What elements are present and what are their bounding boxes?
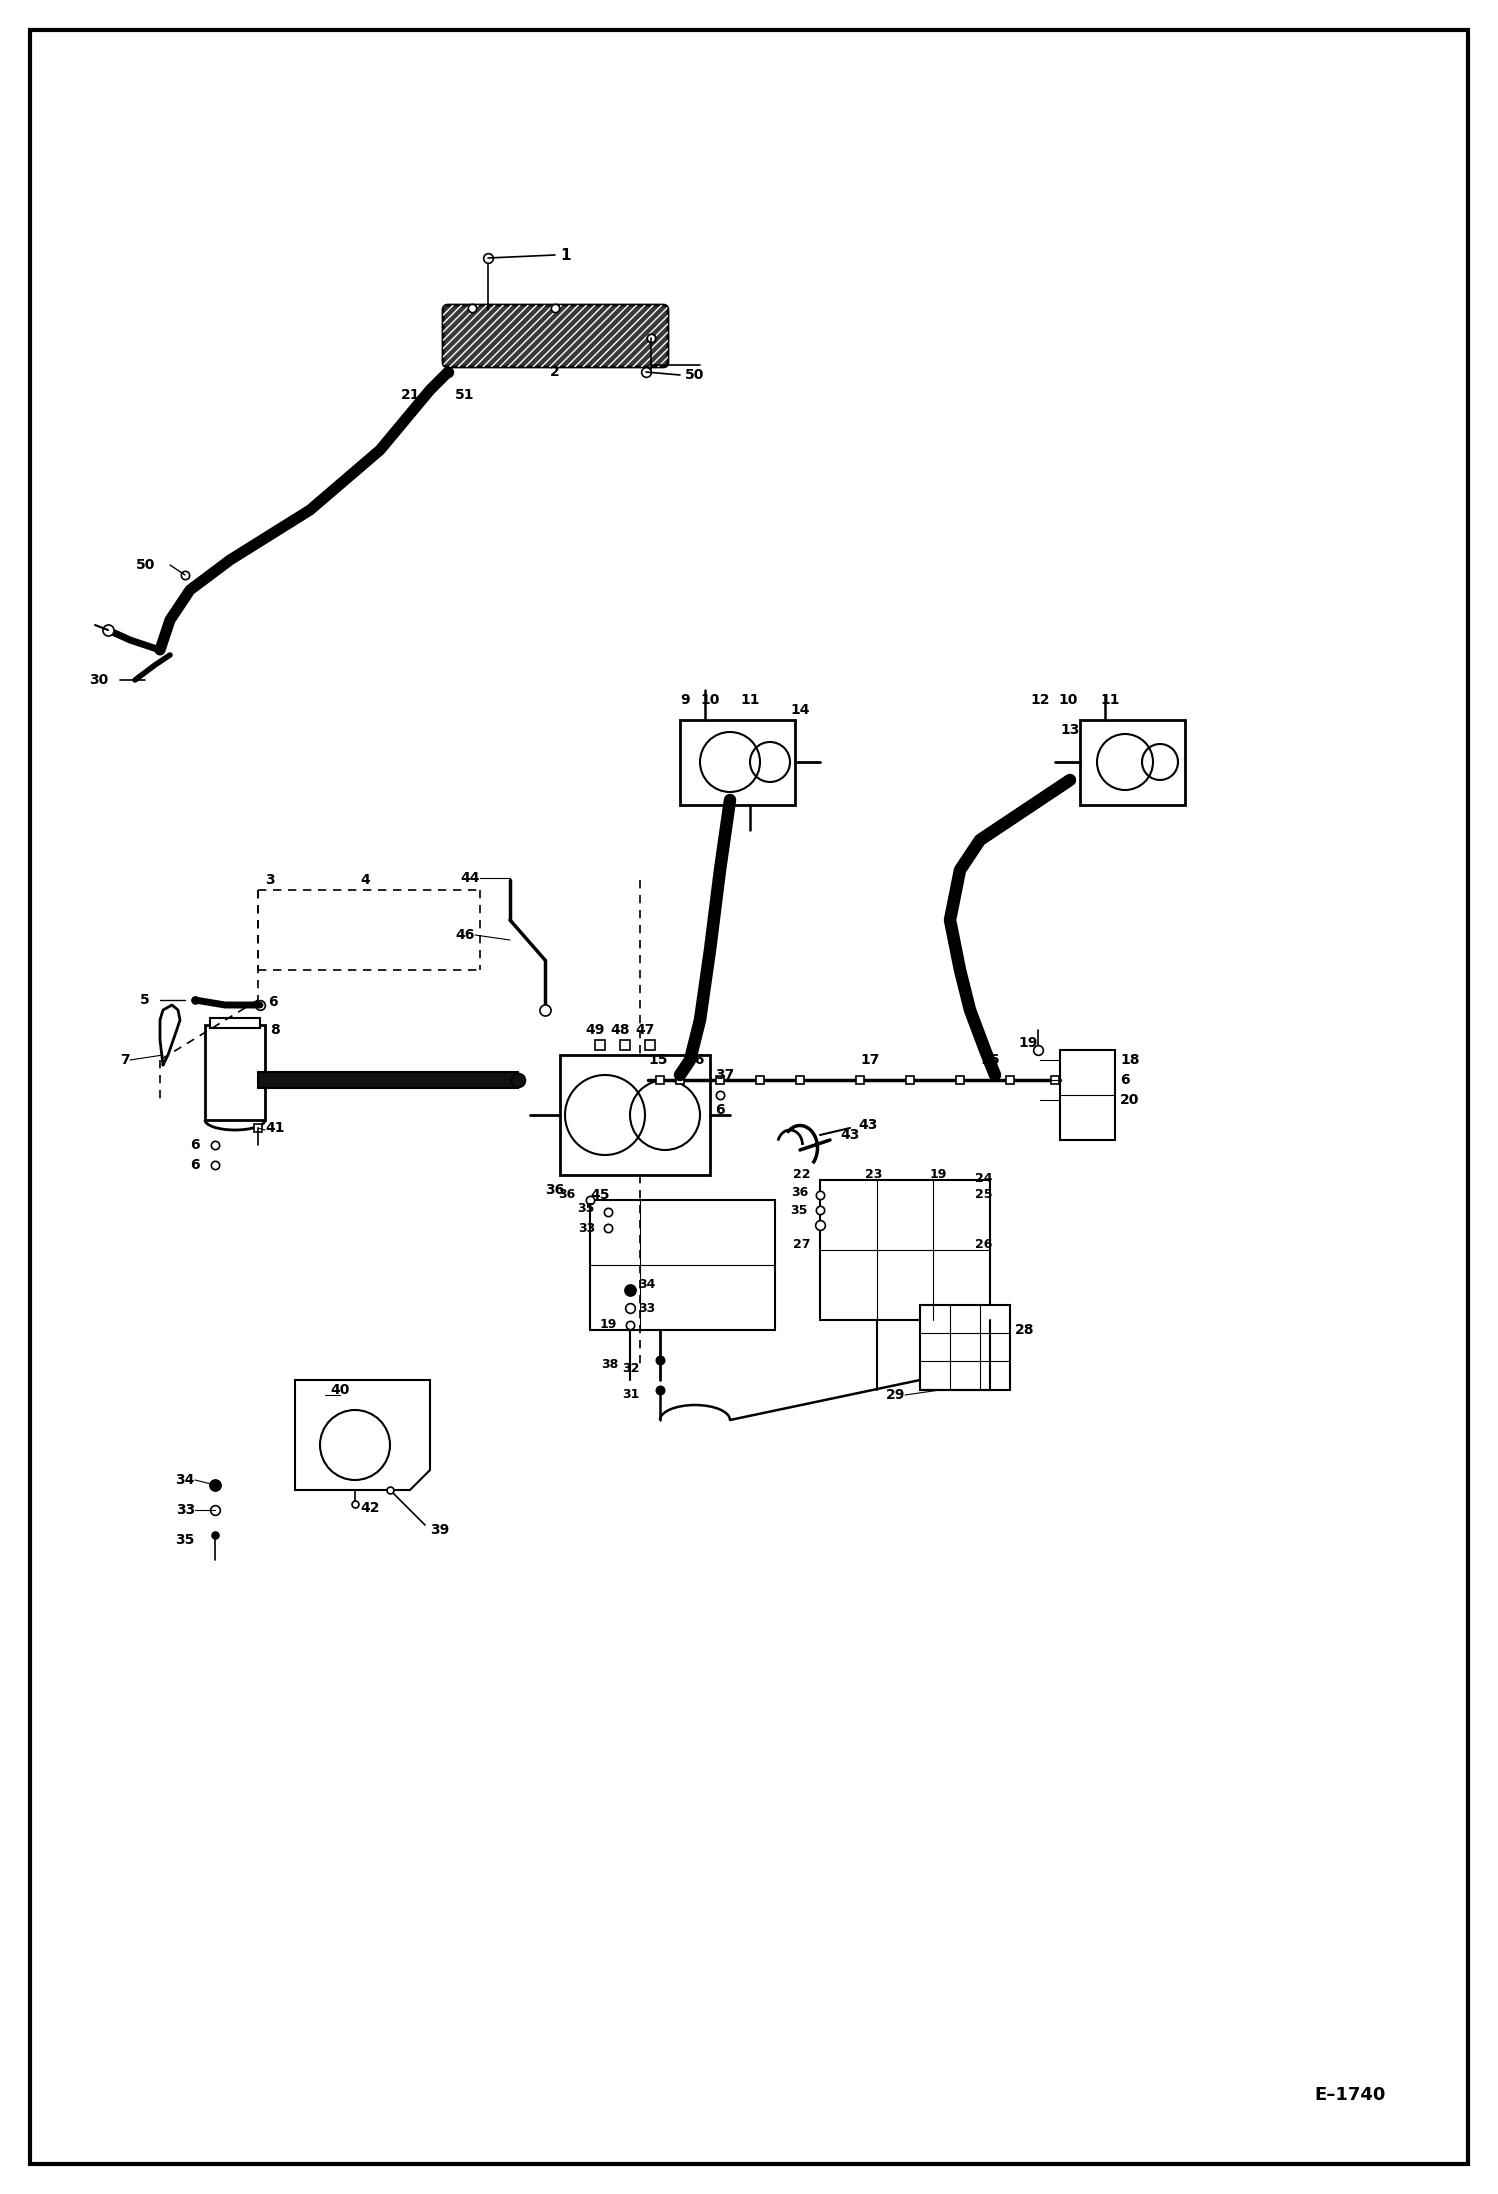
Bar (1080, 720, 1185, 805)
Text: 50: 50 (685, 369, 704, 382)
Text: 11: 11 (1100, 693, 1119, 706)
Text: 27: 27 (792, 1237, 810, 1251)
Text: 12: 12 (1031, 693, 1050, 706)
Text: 36: 36 (557, 1189, 575, 1202)
Text: 13: 13 (1061, 724, 1080, 737)
Text: 50: 50 (136, 557, 154, 573)
Text: 3: 3 (265, 873, 274, 886)
Text: 35: 35 (791, 1205, 807, 1215)
Text: 17: 17 (860, 1053, 879, 1066)
Text: 21: 21 (400, 388, 419, 402)
Text: 18: 18 (1121, 1053, 1140, 1066)
Text: 46: 46 (455, 928, 475, 941)
Bar (560, 1055, 710, 1176)
Text: 34: 34 (638, 1279, 656, 1292)
Text: 47: 47 (635, 1022, 655, 1038)
Text: 23: 23 (864, 1169, 882, 1183)
Polygon shape (295, 1380, 430, 1490)
Text: 2: 2 (550, 364, 560, 380)
Text: 28: 28 (1016, 1323, 1035, 1336)
Text: 11: 11 (740, 693, 759, 706)
Text: 10: 10 (1058, 693, 1077, 706)
Text: 1: 1 (560, 248, 571, 263)
Text: 15: 15 (649, 1053, 668, 1066)
Text: 9: 9 (680, 693, 689, 706)
Text: 20: 20 (1121, 1093, 1140, 1108)
Text: 48: 48 (610, 1022, 629, 1038)
Text: 16: 16 (685, 1053, 704, 1066)
Text: 24: 24 (975, 1172, 993, 1185)
Text: 16: 16 (980, 1053, 999, 1066)
Text: 22: 22 (792, 1169, 810, 1183)
Text: E–1740: E–1740 (1314, 2086, 1386, 2104)
Bar (680, 720, 795, 805)
FancyBboxPatch shape (443, 305, 668, 366)
Text: 8: 8 (270, 1022, 280, 1038)
Text: 6: 6 (190, 1139, 201, 1152)
Text: 19: 19 (930, 1169, 947, 1183)
Bar (258, 1073, 518, 1088)
Text: 33: 33 (175, 1503, 195, 1516)
Text: 5: 5 (141, 994, 150, 1007)
Text: 35: 35 (578, 1202, 595, 1215)
Text: 37: 37 (715, 1068, 734, 1082)
Text: 33: 33 (638, 1301, 655, 1314)
Text: 14: 14 (789, 702, 809, 717)
Text: 44: 44 (460, 871, 479, 884)
Text: 29: 29 (885, 1389, 905, 1402)
Text: 39: 39 (430, 1523, 449, 1538)
Text: 43: 43 (840, 1128, 860, 1143)
Text: 10: 10 (700, 693, 719, 706)
Bar (920, 1305, 1010, 1391)
Text: 38: 38 (601, 1358, 619, 1371)
Bar (210, 1018, 261, 1029)
Text: 45: 45 (590, 1187, 610, 1202)
Text: 35: 35 (175, 1534, 195, 1547)
Text: 41: 41 (265, 1121, 285, 1134)
Text: 30: 30 (88, 674, 108, 687)
Text: 31: 31 (623, 1389, 640, 1402)
Text: 6: 6 (715, 1104, 725, 1117)
Text: 19: 19 (1019, 1036, 1038, 1051)
Text: 25: 25 (975, 1189, 993, 1202)
Bar (590, 1200, 774, 1330)
Text: 6: 6 (268, 996, 277, 1009)
Text: 19: 19 (599, 1319, 617, 1332)
Text: 51: 51 (455, 388, 475, 402)
Text: 32: 32 (623, 1362, 640, 1373)
Text: 26: 26 (975, 1237, 992, 1251)
Bar (1061, 1051, 1115, 1141)
Bar (819, 1180, 990, 1321)
Text: 7: 7 (120, 1053, 130, 1066)
Text: 43: 43 (858, 1119, 878, 1132)
Bar (205, 1025, 265, 1119)
Text: 34: 34 (175, 1472, 195, 1488)
Text: 36: 36 (791, 1185, 807, 1198)
Text: 40: 40 (330, 1382, 349, 1398)
Text: 33: 33 (578, 1222, 595, 1235)
Text: 6: 6 (190, 1158, 201, 1172)
Text: 6: 6 (1121, 1073, 1129, 1086)
Text: 42: 42 (360, 1501, 379, 1516)
Text: 49: 49 (586, 1022, 605, 1038)
Text: 4: 4 (360, 873, 370, 886)
Text: 36: 36 (545, 1183, 565, 1198)
